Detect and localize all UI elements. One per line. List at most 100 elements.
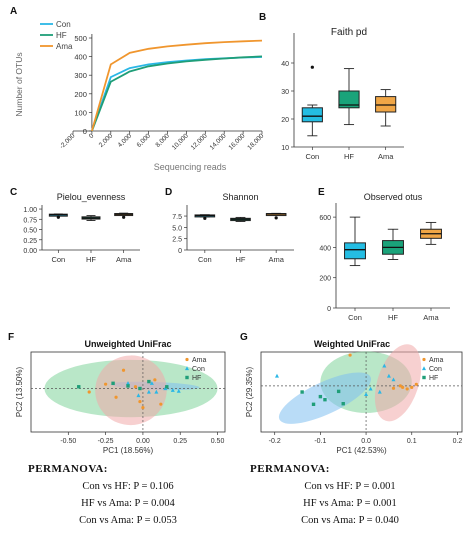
panel-f-point-hf: [138, 386, 142, 391]
panel-f-point-hf: [111, 381, 115, 386]
panel-d-y-tick-label: 2.5: [172, 237, 182, 244]
panel-g-point-ama: [405, 387, 409, 391]
panel-label-f: F: [8, 332, 14, 343]
panel-g-point-hf: [323, 397, 327, 402]
panel-e-y-tick-label: 600: [319, 215, 331, 222]
panel-f-title: Unweighted UniFrac: [84, 339, 171, 349]
panel-g-legend-marker-ama: [422, 357, 426, 362]
permanova-g-line-2: HF vs Ama: P = 0.001: [303, 498, 397, 509]
permanova-g: PERMANOVA: Con vs HF: P = 0.001 HF vs Am…: [250, 463, 450, 526]
panel-label-b: B: [259, 12, 266, 23]
panel-c-y-tick-label: 0.75: [23, 217, 37, 224]
panel-d-outlier-ama: [274, 216, 278, 220]
panel-label-d: D: [165, 187, 172, 198]
panel-a-line-con: [91, 56, 263, 132]
panel-a-y-tick-label: 100: [74, 108, 87, 117]
panel-g-legend-marker-con: [422, 366, 426, 371]
panel-a-x-tick-label: 8,000: [154, 132, 171, 149]
panel-f-ellipse-ama: [95, 355, 167, 426]
panel-a-x-axis-label: Sequencing reads: [154, 162, 227, 172]
panel-e-x-tick-label-ama: Ama: [423, 313, 439, 322]
panel-f-point-hf: [126, 384, 130, 388]
panel-a-y-tick-label: 400: [74, 53, 87, 62]
panel-d-outlier-con: [203, 216, 207, 220]
panel-g-point-ama: [410, 385, 414, 389]
panel-a-x-tick-label: 4,000: [117, 132, 134, 149]
panel-f-point-con: [149, 381, 154, 385]
panel-d-x-tick-label-con: Con: [198, 255, 212, 264]
panel-a-x-tick-label: 6,000: [136, 132, 153, 149]
panel-a-y-tick-label: 200: [74, 90, 87, 99]
panel-b-box-ama: [375, 96, 397, 113]
panel-f-frame: [30, 351, 226, 433]
panel-f-point-con: [146, 389, 151, 394]
panel-a-x-tick-label: 12,000: [190, 132, 209, 151]
panel-g-legend-label-ama: Ama: [429, 357, 444, 364]
panel-f-y-axis-label: PC2 (13.50%): [15, 367, 24, 418]
panel-f-x-tick-label: 0.25: [173, 438, 187, 445]
panel-a-x-tick-label: 14,000: [209, 132, 228, 151]
panel-e-y-tick-label: 0: [327, 306, 331, 313]
panel-e-x-tick-label-con: Con: [348, 313, 362, 322]
panel-d-y-tick-label: 0: [178, 248, 182, 255]
panel-label-e: E: [318, 187, 325, 198]
panel-c-y-tick-label: 1.00: [23, 207, 37, 214]
panel-g-legend-marker-hf: [422, 375, 426, 380]
panel-f-point-con: [126, 381, 130, 385]
panel-g-x-axis-label: PC1 (42.53%): [336, 446, 387, 455]
panel-f-legend-marker-hf: [185, 375, 189, 380]
panel-e-y-tick-label: 200: [319, 276, 331, 283]
panel-f-x-tick-label: -0.50: [60, 438, 76, 445]
panel-g-y-axis-label: PC2 (29.35%): [245, 367, 254, 418]
panel-c-x-tick-label-hf: HF: [86, 255, 96, 264]
panel-c-y-tick-label: 0.25: [23, 238, 37, 245]
panel-f-point-ama: [114, 395, 118, 399]
panel-g-point-hf: [318, 394, 323, 399]
panel-b-x-tick-label-ama: Ama: [378, 152, 394, 161]
panel-c-outlier-ama: [122, 215, 126, 219]
panel-label-c: C: [10, 187, 17, 198]
panel-g-x-tick-label: 0.0: [361, 438, 371, 445]
panel-f-point-hf: [165, 385, 169, 389]
panel-g-point-con: [368, 386, 373, 391]
panel-d-title: Shannon: [222, 192, 258, 202]
panel-g-point-con: [382, 363, 387, 368]
panel-f-point-ama: [104, 382, 108, 386]
permanova-g-line-3: Con vs Ama: P = 0.040: [301, 515, 399, 526]
panel-c-y-tick-label: 0.00: [23, 248, 37, 255]
panel-a-legend-label-hf: HF: [56, 31, 67, 40]
panel-b-title: Faith pd: [331, 27, 367, 38]
panel-f-point-con: [136, 393, 141, 398]
permanova-f-heading: PERMANOVA:: [28, 463, 108, 475]
panel-f-point-hf: [147, 379, 151, 384]
panel-f-point-hf: [77, 385, 81, 389]
panel-f-legend-label-hf: HF: [192, 375, 201, 382]
panel-a-x-tick-label: 0: [88, 132, 96, 140]
panel-g-point-con: [386, 373, 391, 378]
panel-f-legend-marker-con: [185, 366, 189, 371]
panel-c-y-tick-label: 0.50: [23, 228, 37, 235]
panel-e-y-tick-label: 400: [319, 245, 331, 252]
panel-g-point-ama: [414, 382, 418, 386]
panel-g-point-con: [391, 377, 396, 382]
panel-f-point-con: [170, 388, 175, 392]
panel-g-x-tick-label: -0.1: [314, 438, 326, 445]
panel-f-point-ama: [138, 399, 142, 404]
panel-b-outlier-con: [310, 65, 314, 69]
panel-g-x-tick-label: 0.1: [407, 438, 417, 445]
panel-g-point-ama: [401, 385, 405, 389]
panel-e-title: Observed otus: [364, 192, 423, 202]
panel-a-x-tick-label: 18,000: [246, 132, 265, 151]
panel-f-point-ama: [141, 406, 145, 410]
panel-g-x-tick-label: -0.2: [269, 438, 281, 445]
panel-b-y-tick-label: 30: [281, 89, 289, 96]
panel-label-a: A: [10, 6, 17, 17]
panel-f-x-tick-label: -0.25: [98, 438, 114, 445]
panel-c-x-tick-label-con: Con: [51, 255, 65, 264]
permanova-g-heading: PERMANOVA:: [250, 463, 330, 475]
panel-g-point-ama: [398, 384, 402, 388]
panel-b-box-hf: [338, 90, 360, 109]
panel-b-y-tick-label: 10: [281, 145, 289, 152]
